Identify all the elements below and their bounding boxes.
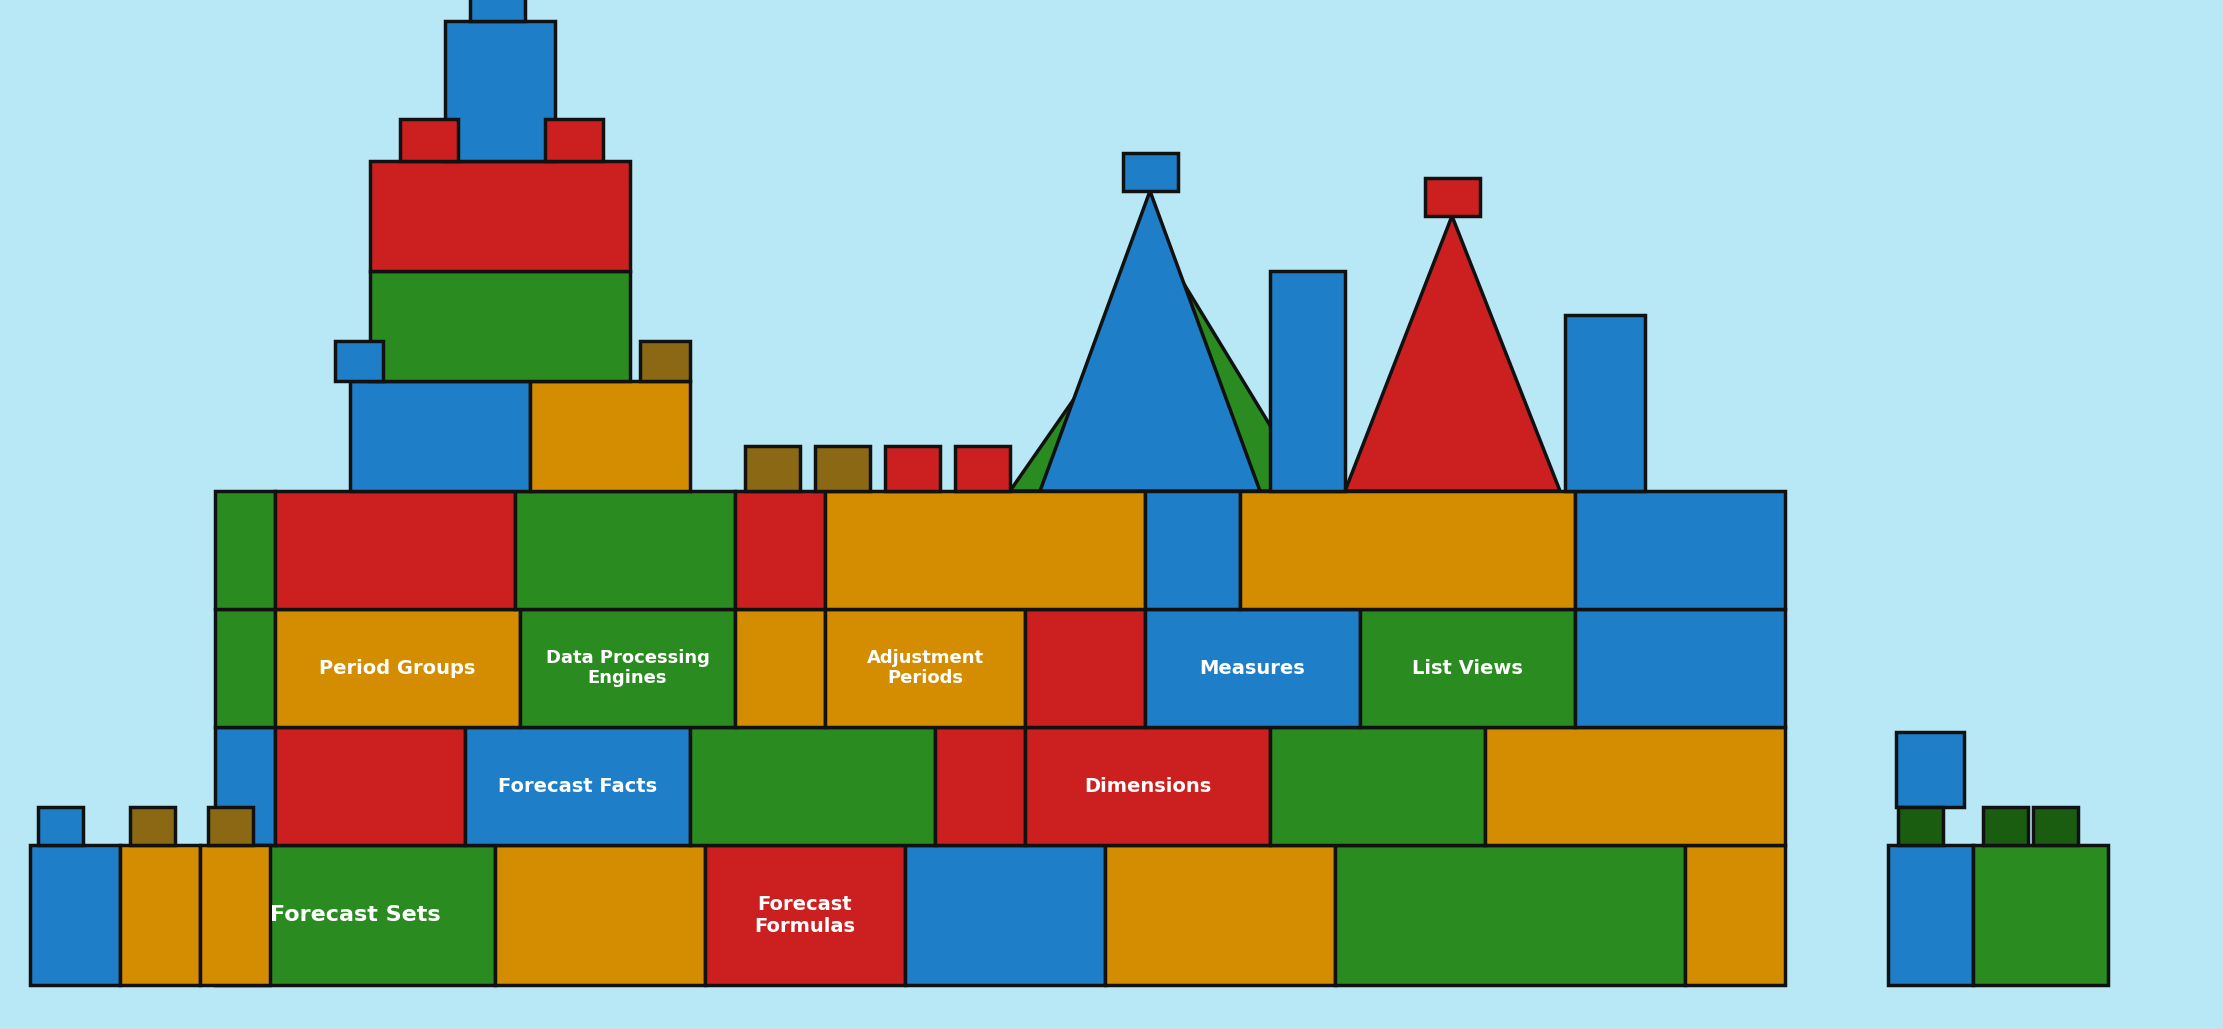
FancyBboxPatch shape [1887,845,1974,985]
FancyBboxPatch shape [336,341,382,381]
FancyBboxPatch shape [905,845,1105,985]
FancyBboxPatch shape [545,119,602,161]
FancyBboxPatch shape [689,728,936,845]
FancyBboxPatch shape [276,491,516,609]
FancyBboxPatch shape [216,609,276,728]
Text: Measures: Measures [1200,659,1305,677]
FancyBboxPatch shape [209,807,253,845]
FancyBboxPatch shape [469,0,525,21]
Text: Adjustment
Periods: Adjustment Periods [867,648,983,687]
FancyBboxPatch shape [216,845,496,985]
FancyBboxPatch shape [1576,609,1785,728]
FancyBboxPatch shape [816,446,869,491]
FancyBboxPatch shape [216,728,276,845]
FancyBboxPatch shape [736,609,825,728]
FancyBboxPatch shape [1145,491,1240,609]
Text: Forecast
Formulas: Forecast Formulas [754,894,856,935]
FancyBboxPatch shape [38,807,82,845]
FancyBboxPatch shape [216,491,276,609]
FancyBboxPatch shape [349,381,529,491]
FancyBboxPatch shape [956,446,1009,491]
FancyBboxPatch shape [445,21,556,161]
FancyBboxPatch shape [276,728,465,845]
FancyBboxPatch shape [1123,153,1178,191]
FancyBboxPatch shape [1105,845,1336,985]
FancyBboxPatch shape [1983,807,2027,845]
FancyBboxPatch shape [520,609,736,728]
Text: Forecast Facts: Forecast Facts [498,777,658,795]
Text: List Views: List Views [1412,659,1523,677]
FancyBboxPatch shape [1145,609,1360,728]
FancyBboxPatch shape [465,728,689,845]
FancyBboxPatch shape [1896,732,1963,807]
FancyBboxPatch shape [1269,728,1485,845]
FancyBboxPatch shape [1974,845,2107,985]
FancyBboxPatch shape [885,446,940,491]
FancyBboxPatch shape [705,845,905,985]
FancyBboxPatch shape [200,845,269,985]
FancyBboxPatch shape [29,845,120,985]
FancyBboxPatch shape [1025,728,1269,845]
FancyBboxPatch shape [825,609,1025,728]
FancyBboxPatch shape [1360,609,1576,728]
Text: Dimensions: Dimensions [1085,777,1212,795]
FancyBboxPatch shape [1565,315,1645,491]
FancyBboxPatch shape [1425,178,1481,216]
FancyBboxPatch shape [369,271,629,381]
Text: Data Processing
Engines: Data Processing Engines [545,648,709,687]
FancyBboxPatch shape [369,161,629,271]
FancyBboxPatch shape [936,728,1025,845]
FancyBboxPatch shape [745,446,800,491]
Text: Forecast Sets: Forecast Sets [269,904,440,925]
FancyBboxPatch shape [496,845,705,985]
FancyBboxPatch shape [640,341,689,381]
FancyBboxPatch shape [1025,609,1145,728]
Text: Period Groups: Period Groups [320,659,476,677]
FancyBboxPatch shape [1685,845,1785,985]
Polygon shape [1040,191,1260,491]
FancyBboxPatch shape [129,807,176,845]
FancyBboxPatch shape [1336,845,1685,985]
FancyBboxPatch shape [276,609,520,728]
Polygon shape [1345,216,1561,491]
FancyBboxPatch shape [2034,807,2079,845]
Polygon shape [1009,261,1309,491]
FancyBboxPatch shape [1269,271,1345,491]
FancyBboxPatch shape [516,491,736,609]
FancyBboxPatch shape [736,491,825,609]
FancyBboxPatch shape [120,845,200,985]
FancyBboxPatch shape [529,381,689,491]
FancyBboxPatch shape [1898,807,1943,845]
FancyBboxPatch shape [1240,491,1576,609]
FancyBboxPatch shape [825,491,1145,609]
FancyBboxPatch shape [400,119,458,161]
FancyBboxPatch shape [1485,728,1785,845]
FancyBboxPatch shape [1576,491,1785,609]
